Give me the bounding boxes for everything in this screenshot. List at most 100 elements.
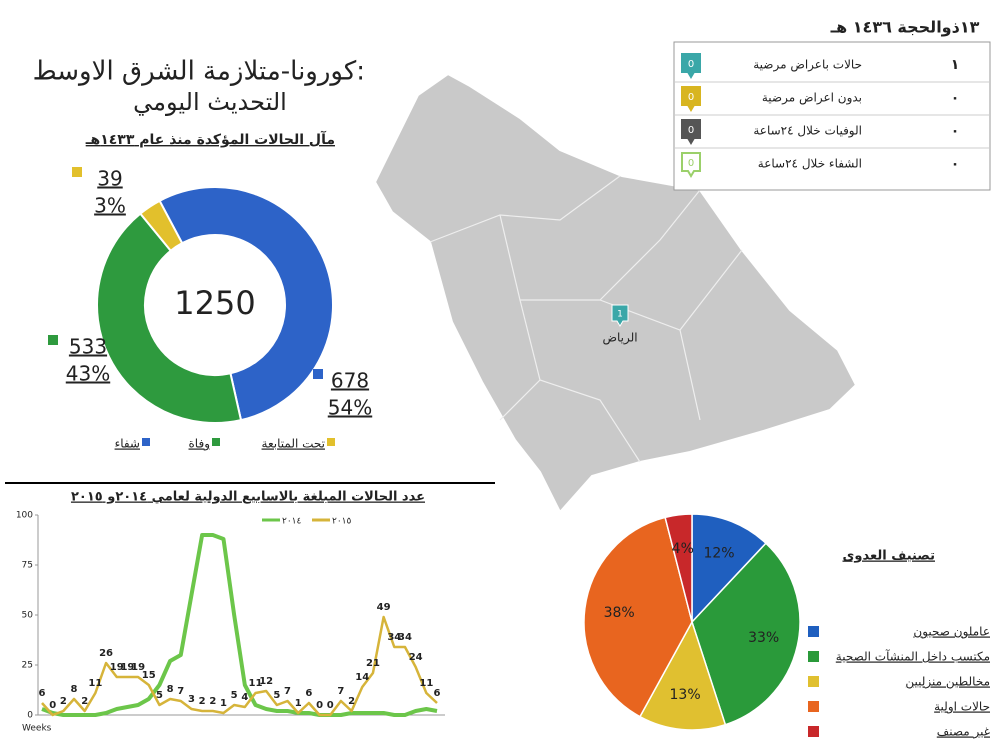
data-label: 5 [156,690,163,701]
table-date: ١٣ذوالحجة ١٤٣٦ هـ [830,18,980,37]
share-label: 54% [328,396,372,420]
region-borders [429,175,743,463]
data-label: 49 [377,602,391,613]
data-label: 2 [348,696,355,707]
label-swatch [72,167,82,177]
data-label: 6 [305,688,312,699]
donut-segment [138,199,184,253]
legend-label: ٢٠١٤ [282,517,302,527]
share-label: 43% [66,362,110,386]
legend-label: عاملون صحيون [913,625,990,640]
series-line [41,533,438,717]
page-subtitle: التحديث اليومي [133,88,287,116]
row-icon-label: 0 [688,92,694,103]
data-label: 2 [60,696,67,707]
y-tick-label: 75 [22,561,33,571]
legend-label: تحت المتابعة [262,437,325,451]
data-label: 2 [209,696,216,707]
data-label: 34 [398,632,412,643]
legend-label: مخالطين منزليين [905,675,990,690]
donut-segment [96,212,243,424]
row-icon-label: 0 [688,125,694,136]
value-label: 678 [331,369,369,393]
legend-swatch [808,701,819,712]
legend-label: مكتسب داخل المنشآت الصحية [836,649,990,664]
country-shape [373,72,858,514]
legend-swatch [212,438,220,446]
row-icon [681,53,701,79]
data-label: 24 [409,652,423,663]
donut-segment [158,186,334,422]
map-marker [611,304,629,327]
data-label: 2 [199,696,206,707]
legend-swatch [808,676,819,687]
row-label: الوفيات خلال ٢٤ساعة [753,124,862,139]
data-label: 0 [49,700,56,711]
data-label: 14 [355,672,369,683]
data-label: 8 [71,684,78,695]
data-label: 6 [39,688,46,699]
row-label: بدون اعراض مرضية [762,91,862,106]
value-label: 39 [97,167,122,191]
legend-label: غير مصنف [937,725,990,740]
pie-slice [583,516,693,718]
legend-swatch [142,438,150,446]
data-label: 1 [295,698,302,709]
series-line [41,615,438,717]
row-count: ٠ [951,156,960,172]
data-label: 7 [337,686,344,697]
row-icon-label: 0 [688,59,694,70]
data-label: 7 [177,686,184,697]
row-icon [681,86,701,112]
data-label: 3 [188,694,195,705]
daily-table: ١٣ذوالحجة ١٤٣٦ هـ [673,18,991,191]
slice-label: 4% [672,541,694,557]
y-tick-label: 100 [16,511,33,521]
data-label: 11 [88,678,102,689]
data-label: 1 [220,698,227,709]
row-icon [681,152,701,178]
data-label: 12 [259,676,273,687]
data-label: 19 [120,662,134,673]
slice-label: 12% [703,546,734,562]
legend-swatch [808,626,819,637]
data-label: 11 [249,678,263,689]
data-label: 26 [99,648,113,659]
row-label: حالات باعراض مرضية [753,58,862,73]
chart-title: عدد الحالات المبلغة بالاسابيع الدولية لع… [71,490,425,505]
data-label: 6 [434,688,441,699]
city-label: الرياض [602,331,637,346]
y-tick-label: 0 [27,711,33,721]
y-tick-label: 25 [22,661,33,671]
chart-title: مآل الحالات المؤكدة منذ عام ١٤٣٣هـ [85,130,335,148]
data-label: 19 [131,662,145,673]
data-label: 5 [273,690,280,701]
pie-slice [638,620,727,731]
donut-total: 1250 [174,284,255,322]
value-label: 533 [69,335,107,359]
row-count: ١ [951,57,960,73]
row-icon-label: 0 [688,158,694,169]
y-tick-label: 50 [22,611,34,621]
row-icon [681,119,701,145]
table-box [673,41,991,191]
data-label: 0 [327,700,334,711]
legend-swatch [327,438,335,446]
legend-label: شفاء [115,437,140,451]
data-label: 19 [110,662,124,673]
chart-title: تصنيف العدوى [843,549,936,564]
label-swatch [313,369,323,379]
data-label: 11 [419,678,433,689]
data-label: 8 [167,684,174,695]
legend-swatch [808,726,819,737]
data-label: 5 [231,690,238,701]
pie-slice [691,542,801,726]
legend-label: ٢٠١٥ [332,517,352,527]
slice-label: 33% [748,630,779,646]
data-label: 4 [241,692,248,703]
data-label: 2 [81,696,88,707]
data-label: 34 [387,632,401,643]
data-label: 7 [284,686,291,697]
data-label: 15 [142,670,156,681]
